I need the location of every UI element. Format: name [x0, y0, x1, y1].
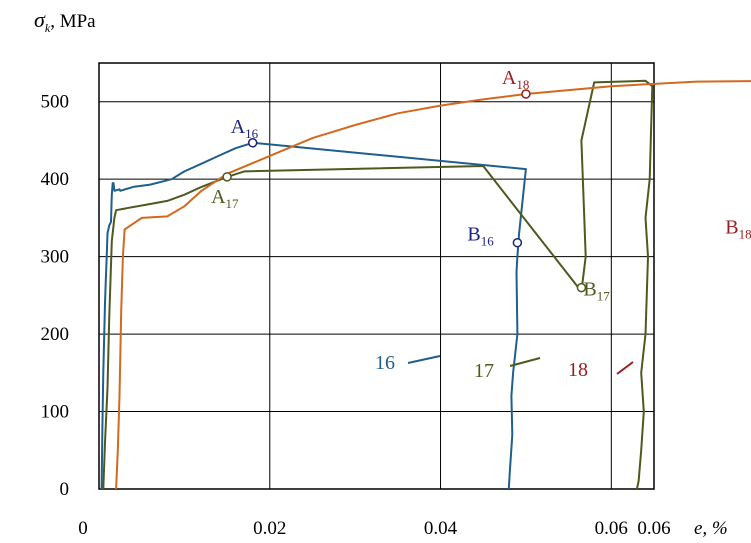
y-tick-label: 200	[41, 324, 70, 345]
x-axis-title: e, %	[694, 518, 728, 539]
curve-label-17: 17	[474, 360, 494, 382]
curve-label-16: 16	[375, 352, 395, 374]
series-line-17	[102, 79, 654, 490]
tick-labels: 0 100 200 300 400 500 0 0.02 0.04 0.06 0.06	[41, 92, 671, 539]
marker-layer: A16 B16 A17 B17 A18 B18	[211, 67, 751, 304]
x-tick-label: 0.06	[595, 518, 628, 539]
leader-line-18	[616, 361, 634, 375]
series-line-18	[115, 80, 751, 490]
y-axis-symbol: σ	[34, 7, 46, 32]
curve-label-18: 18	[568, 359, 588, 381]
point-marker-A16	[247, 138, 258, 148]
y-axis-symbol-subscript: k	[45, 21, 51, 35]
curve-label-17-group: 17	[474, 357, 541, 382]
point-label-B16: B16	[467, 224, 494, 249]
point-marker-B16	[512, 237, 523, 248]
curve-label-16-group: 16	[375, 352, 441, 374]
series-line-16	[100, 141, 527, 490]
point-marker-A18	[521, 89, 531, 99]
y-axis-unit: , MPa	[50, 11, 96, 32]
leader-line-16	[407, 355, 441, 364]
y-tick-label: 500	[41, 92, 70, 113]
point-label-A18: A18	[502, 67, 529, 92]
point-label-A16: A16	[231, 116, 259, 141]
grid	[98, 62, 655, 490]
point-marker-B17	[576, 282, 587, 293]
y-tick-label: 400	[41, 169, 70, 190]
y-axis-title: σk, MPa	[34, 7, 96, 35]
plot-frame	[98, 62, 655, 490]
x-tick-label: 0	[78, 518, 88, 539]
y-tick-label: 0	[60, 479, 70, 500]
x-tick-label: 0.04	[424, 518, 458, 539]
point-label-A17: A17	[211, 186, 239, 211]
leader-line-17	[509, 357, 541, 367]
point-label-B18: B18	[725, 217, 751, 242]
point-marker-A17	[222, 172, 232, 182]
curve-label-18-group: 18	[568, 359, 634, 381]
point-label-B17: B17	[583, 279, 610, 304]
x-tick-label: 0.02	[253, 518, 286, 539]
y-tick-label: 100	[41, 402, 70, 423]
x-tick-label: 0.06	[637, 518, 670, 539]
x-axis-title-text: e, %	[694, 518, 728, 539]
y-tick-label: 300	[41, 247, 70, 268]
